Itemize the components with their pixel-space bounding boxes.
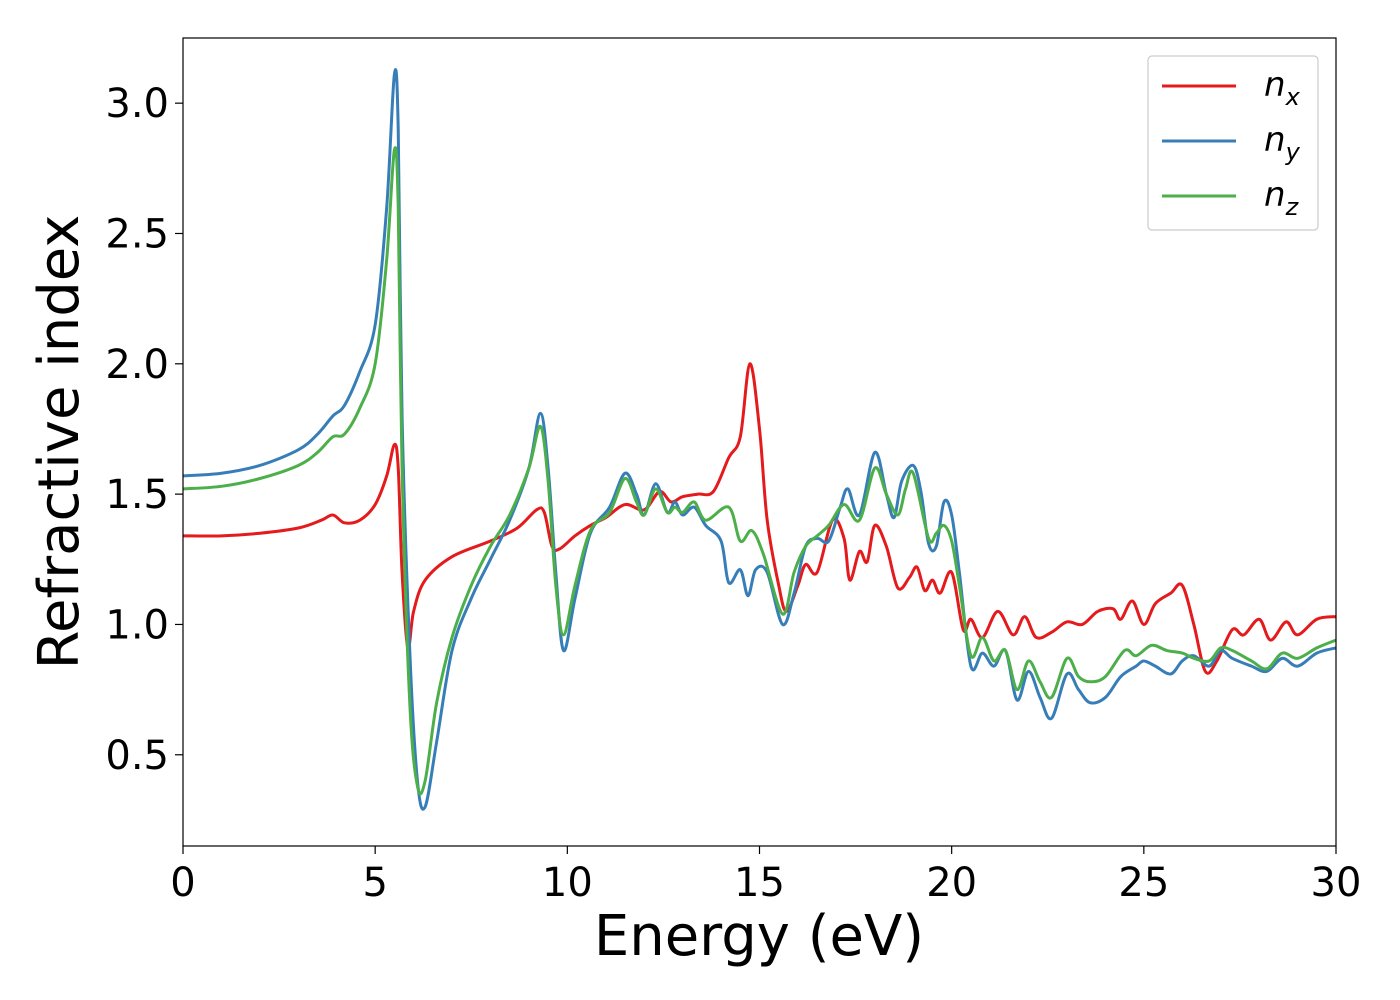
y-tick-label: 0.5 (105, 733, 169, 779)
y-axis-title: Refractive index (27, 215, 92, 670)
legend-label-subscript: z (1285, 193, 1300, 221)
legend-label-subscript: y (1285, 138, 1301, 166)
x-tick-label: 0 (170, 860, 195, 906)
series-line-nx (183, 362, 1336, 675)
x-tick-label: 30 (1311, 860, 1362, 906)
legend-label-base: n (1264, 175, 1286, 215)
x-tick-label: 10 (542, 860, 593, 906)
y-tick-label: 1.5 (105, 472, 169, 518)
series-line-nz (183, 146, 1336, 796)
legend-label-base: n (1264, 65, 1286, 105)
legend-label-ny: ny (1264, 120, 1301, 166)
x-tick-label: 15 (734, 860, 785, 906)
x-tick-label: 5 (362, 860, 387, 906)
legend-label-nx: nx (1264, 65, 1301, 111)
x-tick-label: 25 (1118, 860, 1169, 906)
y-tick-label: 3.0 (105, 81, 169, 127)
legend-label-base: n (1264, 120, 1286, 160)
y-axis: 0.5 1.0 1.5 2.0 2.5 3.0 (105, 81, 183, 779)
series-layer (183, 68, 1336, 811)
x-axis: 0 5 10 15 20 25 30 (170, 846, 1361, 906)
x-tick-label: 20 (926, 860, 977, 906)
y-tick-label: 1.0 (105, 602, 169, 648)
x-axis-title: Energy (eV) (594, 904, 924, 969)
legend-label-nz: nz (1264, 175, 1300, 221)
legend-label-subscript: x (1285, 83, 1301, 111)
y-tick-label: 2.0 (105, 342, 169, 388)
legend-frame (1147, 55, 1319, 231)
y-tick-label: 2.5 (105, 211, 169, 257)
